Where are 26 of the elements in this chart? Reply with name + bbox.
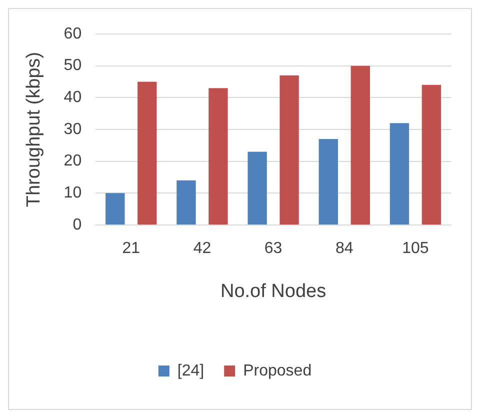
x-tick-label: 105 bbox=[402, 240, 429, 258]
y-tick-label: 20 bbox=[64, 152, 82, 170]
legend-label: [24] bbox=[177, 362, 204, 380]
y-tick-label: 60 bbox=[64, 25, 82, 42]
x-tick-label: 63 bbox=[264, 240, 282, 258]
x-tick-label: 21 bbox=[122, 240, 140, 258]
bar bbox=[350, 66, 370, 224]
bar bbox=[248, 152, 267, 224]
y-axis-title: Throughput (kbps) bbox=[24, 52, 45, 208]
bar bbox=[208, 88, 228, 224]
y-tick-label: 40 bbox=[64, 89, 82, 106]
x-axis-title: No.of Nodes bbox=[220, 280, 326, 302]
bar bbox=[422, 84, 442, 224]
bar bbox=[390, 123, 410, 224]
x-tick-label: 84 bbox=[335, 240, 354, 258]
legend-label: Proposed bbox=[243, 362, 312, 380]
bar bbox=[176, 180, 196, 224]
x-tick-label: 42 bbox=[193, 240, 212, 258]
bar bbox=[106, 193, 125, 224]
bar bbox=[280, 75, 299, 224]
y-tick-label: 10 bbox=[64, 184, 82, 202]
y-tick-label: 30 bbox=[64, 120, 82, 138]
bar bbox=[318, 139, 338, 224]
y-tick-label: 0 bbox=[72, 216, 82, 234]
y-tick-label: 50 bbox=[64, 57, 82, 74]
bar bbox=[138, 82, 157, 224]
